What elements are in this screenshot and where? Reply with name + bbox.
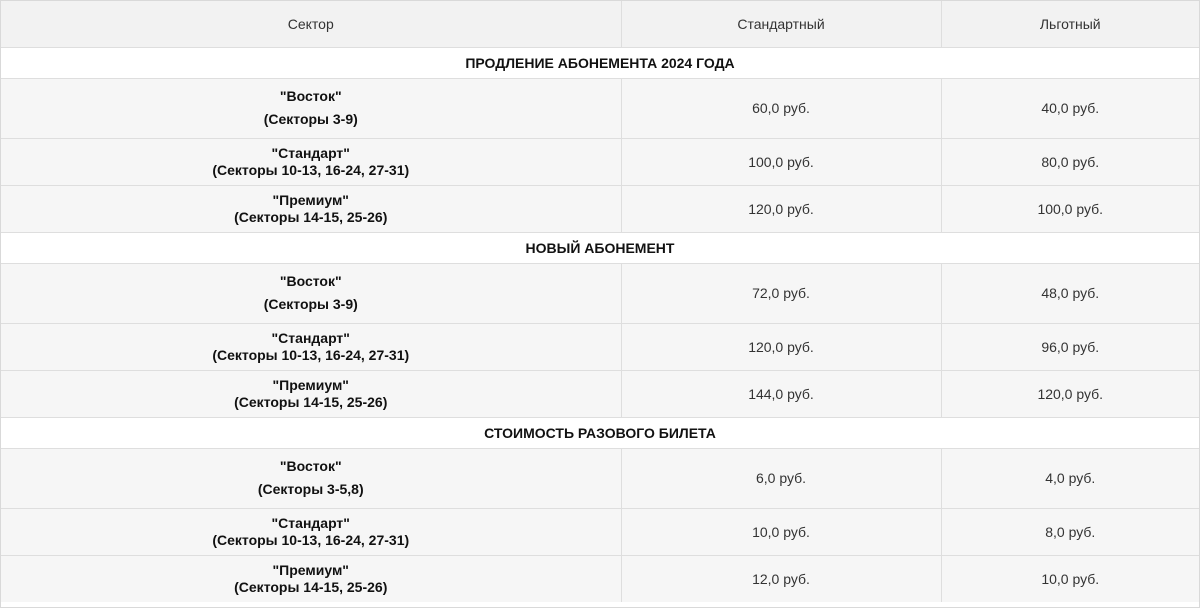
section-heading: ПРОДЛЕНИЕ АБОНЕМЕНТА 2024 ГОДА	[1, 46, 1199, 79]
header-reduced: Льготный	[940, 1, 1199, 48]
sector-name: "Стандарт"	[271, 329, 350, 346]
header-row: Сектор Стандартный Льготный	[1, 1, 1199, 48]
sector-range: (Секторы 14-15, 25-26)	[234, 393, 388, 410]
reduced-price: 10,0 руб.	[940, 554, 1199, 602]
header-standard: Стандартный	[620, 1, 942, 48]
sector-cell: "Восток" (Секторы 3-9)	[1, 262, 622, 324]
sector-range: (Секторы 14-15, 25-26)	[234, 578, 388, 595]
table-row: "Стандарт" (Секторы 10-13, 16-24, 27-31)…	[1, 322, 1199, 371]
sector-range: (Секторы 10-13, 16-24, 27-31)	[212, 161, 410, 178]
sector-range: (Секторы 14-15, 25-26)	[234, 208, 388, 225]
sector-range: (Секторы 3-9)	[263, 111, 358, 127]
reduced-price: 40,0 руб.	[940, 77, 1199, 139]
table-row: "Премиум" (Секторы 14-15, 25-26) 144,0 р…	[1, 369, 1199, 418]
table-row: "Стандарт" (Секторы 10-13, 16-24, 27-31)…	[1, 507, 1199, 556]
sector-cell: "Стандарт" (Секторы 10-13, 16-24, 27-31)	[1, 137, 622, 186]
reduced-price: 120,0 руб.	[940, 369, 1199, 418]
sector-range: (Секторы 10-13, 16-24, 27-31)	[212, 346, 410, 363]
standard-price: 100,0 руб.	[620, 137, 942, 186]
reduced-price: 48,0 руб.	[940, 262, 1199, 324]
sector-cell: "Премиум" (Секторы 14-15, 25-26)	[1, 554, 622, 602]
sector-cell: "Премиум" (Секторы 14-15, 25-26)	[1, 184, 622, 233]
sector-range: (Секторы 3-5,8)	[257, 481, 364, 497]
section-title: ПРОДЛЕНИЕ АБОНЕМЕНТА 2024 ГОДА	[1, 46, 1199, 79]
table-row: "Премиум" (Секторы 14-15, 25-26) 12,0 ру…	[1, 554, 1199, 602]
standard-price: 10,0 руб.	[620, 507, 942, 556]
sector-name: "Стандарт"	[271, 144, 350, 161]
reduced-price: 80,0 руб.	[940, 137, 1199, 186]
section-title: СТОИМОСТЬ РАЗОВОГО БИЛЕТА	[1, 416, 1199, 449]
standard-price: 120,0 руб.	[620, 184, 942, 233]
header-sector: Сектор	[1, 1, 622, 48]
reduced-price: 8,0 руб.	[940, 507, 1199, 556]
section-heading: СТОИМОСТЬ РАЗОВОГО БИЛЕТА	[1, 416, 1199, 449]
table-row: "Восток" (Секторы 3-9) 60,0 руб. 40,0 ру…	[1, 77, 1199, 139]
table-row: "Восток" (Секторы 3-9) 72,0 руб. 48,0 ру…	[1, 262, 1199, 324]
table-row: "Стандарт" (Секторы 10-13, 16-24, 27-31)…	[1, 137, 1199, 186]
standard-price: 144,0 руб.	[620, 369, 942, 418]
sector-cell: "Премиум" (Секторы 14-15, 25-26)	[1, 369, 622, 418]
reduced-price: 4,0 руб.	[940, 447, 1199, 509]
sector-name: "Премиум"	[272, 191, 349, 208]
sector-name: "Стандарт"	[271, 514, 350, 531]
sector-name: "Восток"	[279, 458, 342, 474]
sector-name: "Восток"	[279, 88, 342, 104]
sector-range: (Секторы 3-9)	[263, 296, 358, 312]
standard-price: 120,0 руб.	[620, 322, 942, 371]
section-title: НОВЫЙ АБОНЕМЕНТ	[1, 231, 1199, 264]
table-row: "Восток" (Секторы 3-5,8) 6,0 руб. 4,0 ру…	[1, 447, 1199, 509]
standard-price: 60,0 руб.	[620, 77, 942, 139]
section-heading: НОВЫЙ АБОНЕМЕНТ	[1, 231, 1199, 264]
reduced-price: 96,0 руб.	[940, 322, 1199, 371]
standard-price: 6,0 руб.	[620, 447, 942, 509]
sector-name: "Премиум"	[272, 561, 349, 578]
standard-price: 72,0 руб.	[620, 262, 942, 324]
sector-name: "Восток"	[279, 273, 342, 289]
reduced-price: 100,0 руб.	[940, 184, 1199, 233]
sector-cell: "Стандарт" (Секторы 10-13, 16-24, 27-31)	[1, 507, 622, 556]
sector-name: "Премиум"	[272, 376, 349, 393]
sector-cell: "Восток" (Секторы 3-5,8)	[1, 447, 622, 509]
table-row: "Премиум" (Секторы 14-15, 25-26) 120,0 р…	[1, 184, 1199, 233]
sector-cell: "Восток" (Секторы 3-9)	[1, 77, 622, 139]
standard-price: 12,0 руб.	[620, 554, 942, 602]
sector-range: (Секторы 10-13, 16-24, 27-31)	[212, 531, 410, 548]
sector-cell: "Стандарт" (Секторы 10-13, 16-24, 27-31)	[1, 322, 622, 371]
